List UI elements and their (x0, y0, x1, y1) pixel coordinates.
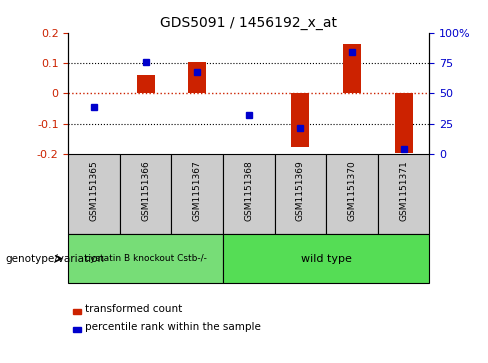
Title: GDS5091 / 1456192_x_at: GDS5091 / 1456192_x_at (161, 16, 337, 30)
Bar (68, 234, 223, 283)
Text: genotype/variation: genotype/variation (5, 254, 104, 264)
Text: GSM1151368: GSM1151368 (244, 161, 253, 221)
Bar (68, 154, 120, 234)
Text: wild type: wild type (301, 254, 352, 264)
Bar (188, 62, 206, 94)
Text: GSM1151369: GSM1151369 (296, 161, 305, 221)
Bar (343, 44, 361, 94)
Text: GSM1151366: GSM1151366 (141, 161, 150, 221)
Text: GSM1151371: GSM1151371 (399, 161, 408, 221)
Bar (326, 154, 378, 234)
Bar (120, 154, 171, 234)
Bar (171, 154, 223, 234)
Bar (73, 327, 81, 332)
Text: GSM1151365: GSM1151365 (90, 161, 99, 221)
Text: percentile rank within the sample: percentile rank within the sample (85, 322, 261, 332)
Bar (137, 75, 155, 94)
Bar (223, 234, 429, 283)
Text: GSM1151370: GSM1151370 (347, 161, 357, 221)
Bar (275, 154, 326, 234)
Text: cystatin B knockout Cstb-/-: cystatin B knockout Cstb-/- (85, 254, 206, 263)
Text: GSM1151367: GSM1151367 (193, 161, 202, 221)
Bar (378, 154, 429, 234)
Bar (291, 94, 309, 147)
Bar (223, 154, 275, 234)
Bar (73, 309, 81, 314)
Text: transformed count: transformed count (85, 303, 183, 314)
Bar (395, 94, 413, 153)
